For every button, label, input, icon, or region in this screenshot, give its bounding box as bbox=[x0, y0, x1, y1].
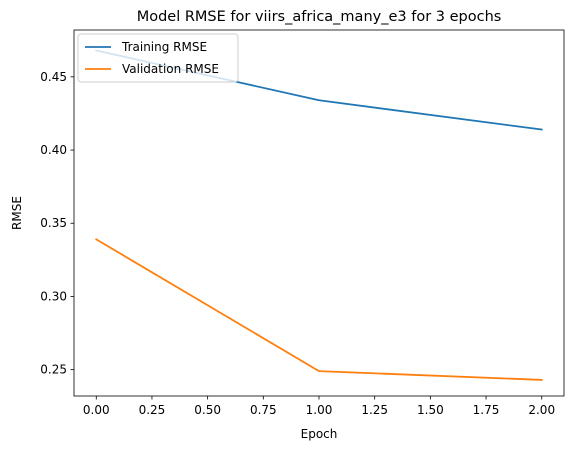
legend: Training RMSE Validation RMSE bbox=[77, 33, 239, 83]
x-tick-label: 1.25 bbox=[361, 403, 388, 417]
legend-box bbox=[77, 33, 239, 83]
x-tick-label: 2.00 bbox=[528, 403, 555, 417]
legend-training-label: Training RMSE bbox=[121, 40, 207, 54]
y-axis-ticks: 0.25 0.30 0.35 0.40 0.45 bbox=[40, 70, 74, 377]
y-axis-title: RMSE bbox=[10, 196, 24, 230]
y-tick-label: 0.35 bbox=[40, 216, 67, 230]
y-tick-label: 0.25 bbox=[40, 363, 67, 377]
validation-rmse-line bbox=[95, 238, 543, 381]
x-axis-title: Epoch bbox=[301, 427, 338, 441]
x-tick-label: 1.50 bbox=[417, 403, 444, 417]
x-tick-label: 0.75 bbox=[250, 403, 277, 417]
x-tick-label: 1.00 bbox=[306, 403, 333, 417]
chart-title: Model RMSE for viirs_africa_many_e3 for … bbox=[137, 9, 502, 25]
y-tick-label: 0.45 bbox=[40, 70, 67, 84]
x-axis-ticks: 0.00 0.25 0.50 0.75 1.00 1.25 1.50 1.75 2.00 bbox=[83, 396, 555, 417]
y-tick-label: 0.40 bbox=[40, 143, 67, 157]
y-tick-label: 0.30 bbox=[40, 289, 67, 303]
x-tick-label: 0.00 bbox=[83, 403, 110, 417]
plot-frame bbox=[73, 29, 565, 397]
plot-area bbox=[73, 29, 565, 397]
legend-validation-label: Validation RMSE bbox=[122, 62, 219, 76]
series-layer bbox=[95, 49, 543, 381]
x-tick-label: 0.25 bbox=[139, 403, 166, 417]
x-tick-label: 0.50 bbox=[194, 403, 221, 417]
x-tick-label: 1.75 bbox=[473, 403, 500, 417]
